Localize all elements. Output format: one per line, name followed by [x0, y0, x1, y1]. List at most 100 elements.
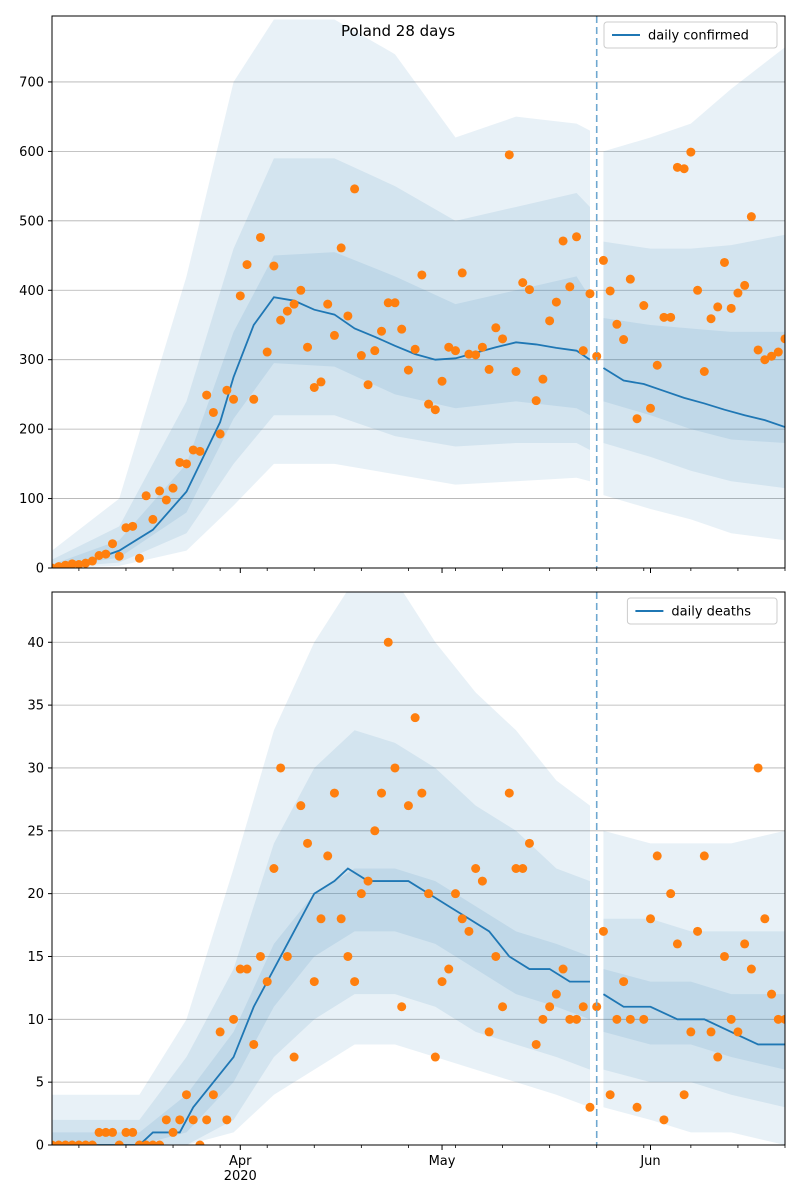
data-point — [181, 459, 191, 469]
data-point — [504, 788, 514, 798]
data-point — [289, 1052, 299, 1062]
data-point — [585, 1102, 595, 1112]
data-point — [390, 298, 400, 308]
data-point — [740, 280, 750, 290]
data-point — [632, 1102, 642, 1112]
data-point — [141, 491, 151, 501]
data-point — [545, 1002, 555, 1012]
data-point — [161, 495, 171, 505]
data-point — [706, 314, 716, 324]
x-tick-label: May — [429, 1154, 456, 1169]
data-point — [242, 260, 252, 270]
y-tick-label: 300 — [19, 353, 44, 368]
data-point — [403, 365, 413, 375]
data-point — [740, 939, 750, 949]
data-point — [417, 270, 427, 280]
data-point — [585, 289, 595, 299]
legend-label: daily deaths — [671, 605, 751, 620]
data-point — [175, 457, 185, 467]
data-point — [693, 926, 703, 936]
uncertainty-band — [52, 252, 590, 568]
legend: daily confirmed — [603, 21, 778, 49]
data-point — [134, 553, 144, 563]
forecast-line — [602, 993, 785, 1046]
data-point — [303, 838, 313, 848]
y-tick-label: 15 — [27, 950, 44, 965]
data-point — [652, 851, 662, 861]
data-point — [767, 989, 777, 999]
data-point — [229, 394, 239, 404]
data-point — [498, 334, 508, 344]
data-point — [148, 1140, 158, 1145]
data-point — [208, 407, 218, 417]
data-point — [666, 889, 676, 899]
y-tick-label: 400 — [19, 284, 44, 299]
data-point — [235, 964, 245, 974]
data-point — [706, 1027, 716, 1037]
data-point — [565, 282, 575, 292]
data-point — [753, 345, 763, 355]
data-point — [464, 926, 474, 936]
data-point — [450, 889, 460, 899]
data-point — [81, 1140, 91, 1145]
data-point — [760, 914, 770, 924]
y-tick-label: 25 — [27, 824, 44, 839]
data-point — [329, 330, 339, 340]
data-point — [424, 889, 434, 899]
data-point — [632, 414, 642, 424]
data-point — [417, 788, 427, 798]
uncertainty-band — [52, 730, 590, 1145]
data-point — [397, 324, 407, 334]
data-point — [269, 261, 279, 271]
data-point — [262, 347, 272, 357]
data-point — [410, 344, 420, 354]
data-point — [457, 268, 467, 278]
data-point — [551, 989, 561, 999]
data-point — [403, 801, 413, 811]
y-tick-label: 0 — [36, 1139, 44, 1154]
data-point — [430, 1052, 440, 1062]
data-point — [686, 147, 696, 157]
series-line — [52, 867, 590, 1145]
data-point — [450, 346, 460, 356]
data-point — [188, 1115, 198, 1125]
data-point — [477, 876, 487, 886]
y-tick-label: 200 — [19, 423, 44, 438]
data-point — [531, 1039, 541, 1049]
data-point — [558, 236, 568, 246]
data-point — [383, 637, 393, 647]
data-point — [625, 274, 635, 284]
data-point — [215, 1027, 225, 1037]
data-point — [383, 298, 393, 308]
data-point — [363, 380, 373, 390]
data-point — [316, 914, 326, 924]
data-point — [101, 1127, 111, 1137]
data-point — [410, 713, 420, 723]
data-point — [652, 360, 662, 370]
data-point — [444, 342, 454, 352]
uncertainty-band — [52, 868, 590, 1145]
y-tick-label: 30 — [27, 761, 44, 776]
data-point — [94, 1127, 104, 1137]
data-point — [242, 964, 252, 974]
data-point — [612, 319, 622, 329]
data-point — [639, 1014, 649, 1024]
data-point — [598, 926, 608, 936]
data-point — [511, 864, 521, 873]
data-point — [538, 374, 548, 384]
data-point — [168, 1127, 178, 1137]
confirmed-chart: 0 100 200 300 400 500 600 700 daily confirmed — [19, 15, 786, 577]
data-point — [309, 382, 319, 392]
data-point — [101, 549, 111, 559]
data-point — [356, 889, 366, 899]
data-point — [619, 335, 629, 345]
legend-box — [603, 21, 778, 49]
data-point — [760, 355, 770, 365]
data-point — [249, 394, 259, 404]
data-point — [255, 232, 265, 242]
data-point — [94, 551, 104, 561]
x-tick-sublabel: 2020 — [224, 1169, 257, 1184]
data-point — [746, 212, 756, 222]
data-point — [780, 334, 785, 344]
